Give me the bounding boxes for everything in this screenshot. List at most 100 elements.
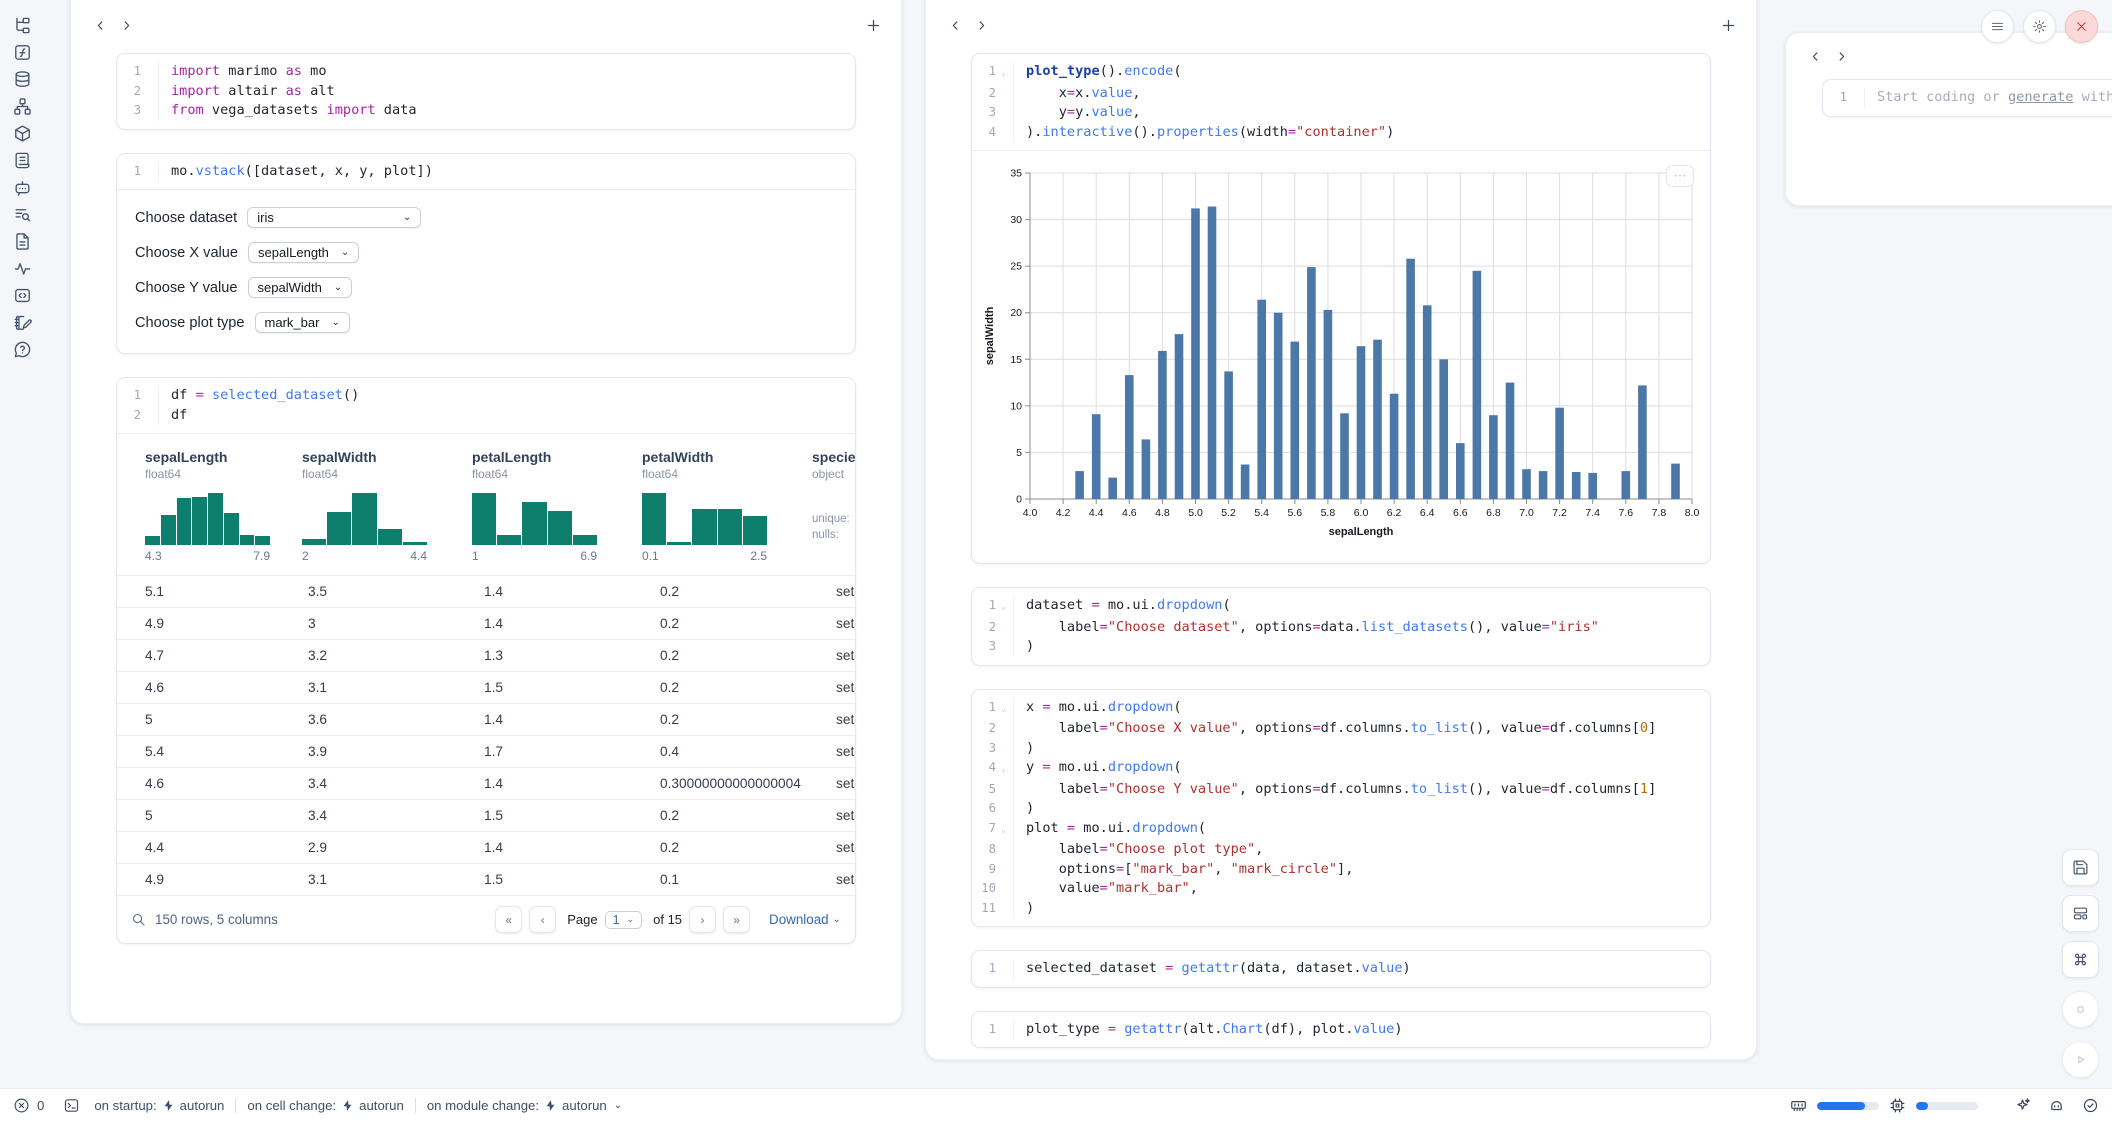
scroll-right-button[interactable]: [113, 14, 139, 36]
line-number: 3: [133, 103, 141, 117]
help-circle-icon[interactable]: [13, 340, 32, 359]
function-square-icon[interactable]: [13, 43, 32, 62]
search-icon[interactable]: [131, 912, 146, 927]
command-palette-button[interactable]: [2062, 941, 2099, 978]
table-row[interactable]: 4.7 3.2 1.3 0.2 setosa: [117, 639, 855, 671]
code-text[interactable]: label="Choose plot type",: [1013, 840, 1710, 860]
column-header-species[interactable]: speciesobjectunique:nulls:: [812, 449, 855, 541]
chart-menu-button[interactable]: ⋯: [1666, 165, 1694, 187]
code-text[interactable]: dataset = mo.ui.dropdown(: [1013, 596, 1710, 618]
dropdown-select[interactable]: sepalWidth ⌄: [247, 277, 353, 298]
menu-button[interactable]: [1981, 10, 2014, 43]
fold-icon[interactable]: ⌄: [1000, 68, 1007, 78]
table-row[interactable]: 5.4 3.9 1.7 0.4 setosa: [117, 735, 855, 767]
save-button[interactable]: [2062, 849, 2099, 886]
code-text[interactable]: y=y.value,: [1013, 103, 1710, 123]
table-row[interactable]: 5 3.4 1.5 0.2 setosa: [117, 799, 855, 831]
dropdown-select[interactable]: sepalLength ⌄: [248, 242, 360, 263]
add-cell-button[interactable]: [861, 13, 885, 37]
settings-button[interactable]: [2023, 10, 2056, 43]
scroll-left-button[interactable]: [942, 14, 968, 36]
code-editor-placeholder[interactable]: Start coding or generate with: [1864, 88, 2112, 108]
table-row[interactable]: 5 3.6 1.4 0.2 setosa: [117, 703, 855, 735]
file-tree-icon[interactable]: [13, 16, 32, 35]
scroll-left-button[interactable]: [87, 14, 113, 36]
code-text[interactable]: ): [1013, 799, 1710, 819]
page-select[interactable]: 1 ⌄: [604, 910, 643, 929]
package-icon[interactable]: [13, 124, 32, 143]
next-page-button[interactable]: ›: [689, 906, 717, 933]
table-row[interactable]: 4.6 3.1 1.5 0.2 setosa: [117, 671, 855, 703]
ai-sparkles-icon[interactable]: [2014, 1097, 2031, 1114]
code-text[interactable]: ): [1013, 898, 1710, 918]
code-text[interactable]: import marimo as mo: [158, 62, 855, 82]
scroll-text-icon[interactable]: [13, 151, 32, 170]
code-text[interactable]: mo.vstack([dataset, x, y, plot]): [158, 161, 855, 181]
table-row[interactable]: 4.4 2.9 1.4 0.2 setosa: [117, 831, 855, 863]
code-text[interactable]: plot = mo.ui.dropdown(: [1013, 818, 1710, 840]
fold-gutter: [996, 899, 1011, 919]
code-text[interactable]: options=["mark_bar", "mark_circle"],: [1013, 859, 1710, 879]
column-header-petalWidth[interactable]: petalWidth float64 0.1 2.5: [642, 449, 768, 563]
layout-button[interactable]: [2062, 895, 2099, 932]
fold-icon[interactable]: ⌄: [1000, 703, 1007, 714]
stop-button[interactable]: [2062, 991, 2099, 1028]
fold-icon[interactable]: ⌄: [1000, 824, 1007, 835]
dropdown-select[interactable]: iris ⌄: [247, 207, 422, 228]
code-box-icon[interactable]: [13, 286, 32, 305]
last-page-button[interactable]: »: [723, 906, 751, 933]
first-page-button[interactable]: «: [495, 906, 523, 933]
code-text[interactable]: df = selected_dataset(): [158, 386, 855, 406]
fold-icon[interactable]: ⌄: [1000, 602, 1007, 612]
code-text[interactable]: ): [1013, 637, 1710, 657]
code-text[interactable]: ): [1013, 738, 1710, 758]
add-cell-button[interactable]: [1716, 13, 1740, 37]
code-text[interactable]: x = mo.ui.dropdown(: [1013, 697, 1710, 719]
dropdown-select[interactable]: mark_bar ⌄: [254, 312, 350, 333]
table-row[interactable]: 4.9 3 1.4 0.2 setosa: [117, 607, 855, 639]
activity-icon[interactable]: [13, 259, 32, 278]
copilot-icon[interactable]: [2048, 1097, 2065, 1114]
code-text[interactable]: df: [158, 405, 855, 425]
code-text[interactable]: selected_dataset = getattr(data, dataset…: [1013, 959, 1710, 979]
network-icon[interactable]: [13, 97, 32, 116]
terminal-button[interactable]: [59, 1096, 83, 1116]
prev-page-button[interactable]: ‹: [529, 906, 557, 933]
code-text[interactable]: value="mark_bar",: [1013, 879, 1710, 899]
on-module-change-mode[interactable]: on module change: autorun ⌄: [426, 1098, 623, 1113]
document-icon[interactable]: [13, 232, 32, 251]
list-search-icon[interactable]: [13, 205, 32, 224]
scroll-right-button[interactable]: [1828, 45, 1854, 67]
code-text[interactable]: label="Choose X value", options=df.colum…: [1013, 719, 1710, 739]
on-startup-mode[interactable]: on startup: autorun: [94, 1098, 225, 1113]
column-header-sepalLength[interactable]: sepalLength float64 4.3 7.9: [145, 449, 270, 563]
column-header-petalLength[interactable]: petalLength float64 1 6.9: [472, 449, 598, 563]
code-text[interactable]: ).interactive().properties(width="contai…: [1013, 122, 1710, 142]
code-text[interactable]: label="Choose Y value", options=df.colum…: [1013, 779, 1710, 799]
code-text[interactable]: from vega_datasets import data: [158, 101, 855, 121]
code-text[interactable]: plot_type = getattr(alt.Chart(df), plot.…: [1013, 1019, 1710, 1039]
database-icon[interactable]: [13, 70, 32, 89]
column-header-sepalWidth[interactable]: sepalWidth float64 2 4.4: [302, 449, 428, 563]
scroll-left-button[interactable]: [1802, 45, 1828, 67]
chat-bot-icon[interactable]: [13, 178, 32, 197]
connection-status-icon[interactable]: [2082, 1097, 2099, 1114]
notebook-pen-icon[interactable]: [13, 313, 32, 332]
errors-icon[interactable]: [13, 1097, 30, 1114]
run-button[interactable]: [2062, 1041, 2099, 1078]
close-button[interactable]: [2065, 10, 2098, 43]
code-text[interactable]: label="Choose dataset", options=data.lis…: [1013, 617, 1710, 637]
code-text[interactable]: import altair as alt: [158, 81, 855, 101]
code-text[interactable]: plot_type().encode(: [1013, 62, 1710, 84]
code-text[interactable]: y = mo.ui.dropdown(: [1013, 758, 1710, 780]
code-text[interactable]: x=x.value,: [1013, 83, 1710, 103]
on-cell-change-mode[interactable]: on cell change: autorun: [247, 1098, 404, 1113]
generate-link[interactable]: generate: [2007, 89, 2074, 105]
table-row[interactable]: 4.9 3.1 1.5 0.1 setosa: [117, 863, 855, 895]
scroll-right-button[interactable]: [968, 14, 994, 36]
table-row[interactable]: 5.1 3.5 1.4 0.2 setosa: [117, 575, 855, 607]
download-button[interactable]: Download ⌄: [769, 912, 841, 927]
fold-icon[interactable]: ⌄: [1000, 764, 1007, 774]
table-row[interactable]: 4.6 3.4 1.4 0.30000000000000004 setosa: [117, 767, 855, 799]
bar-chart[interactable]: 4.0 4.2 4.4 4.6 4.8 5.0 5.2 5.4 5.6 5.8 6.0 6.2 6.4 6…: [980, 159, 1706, 551]
